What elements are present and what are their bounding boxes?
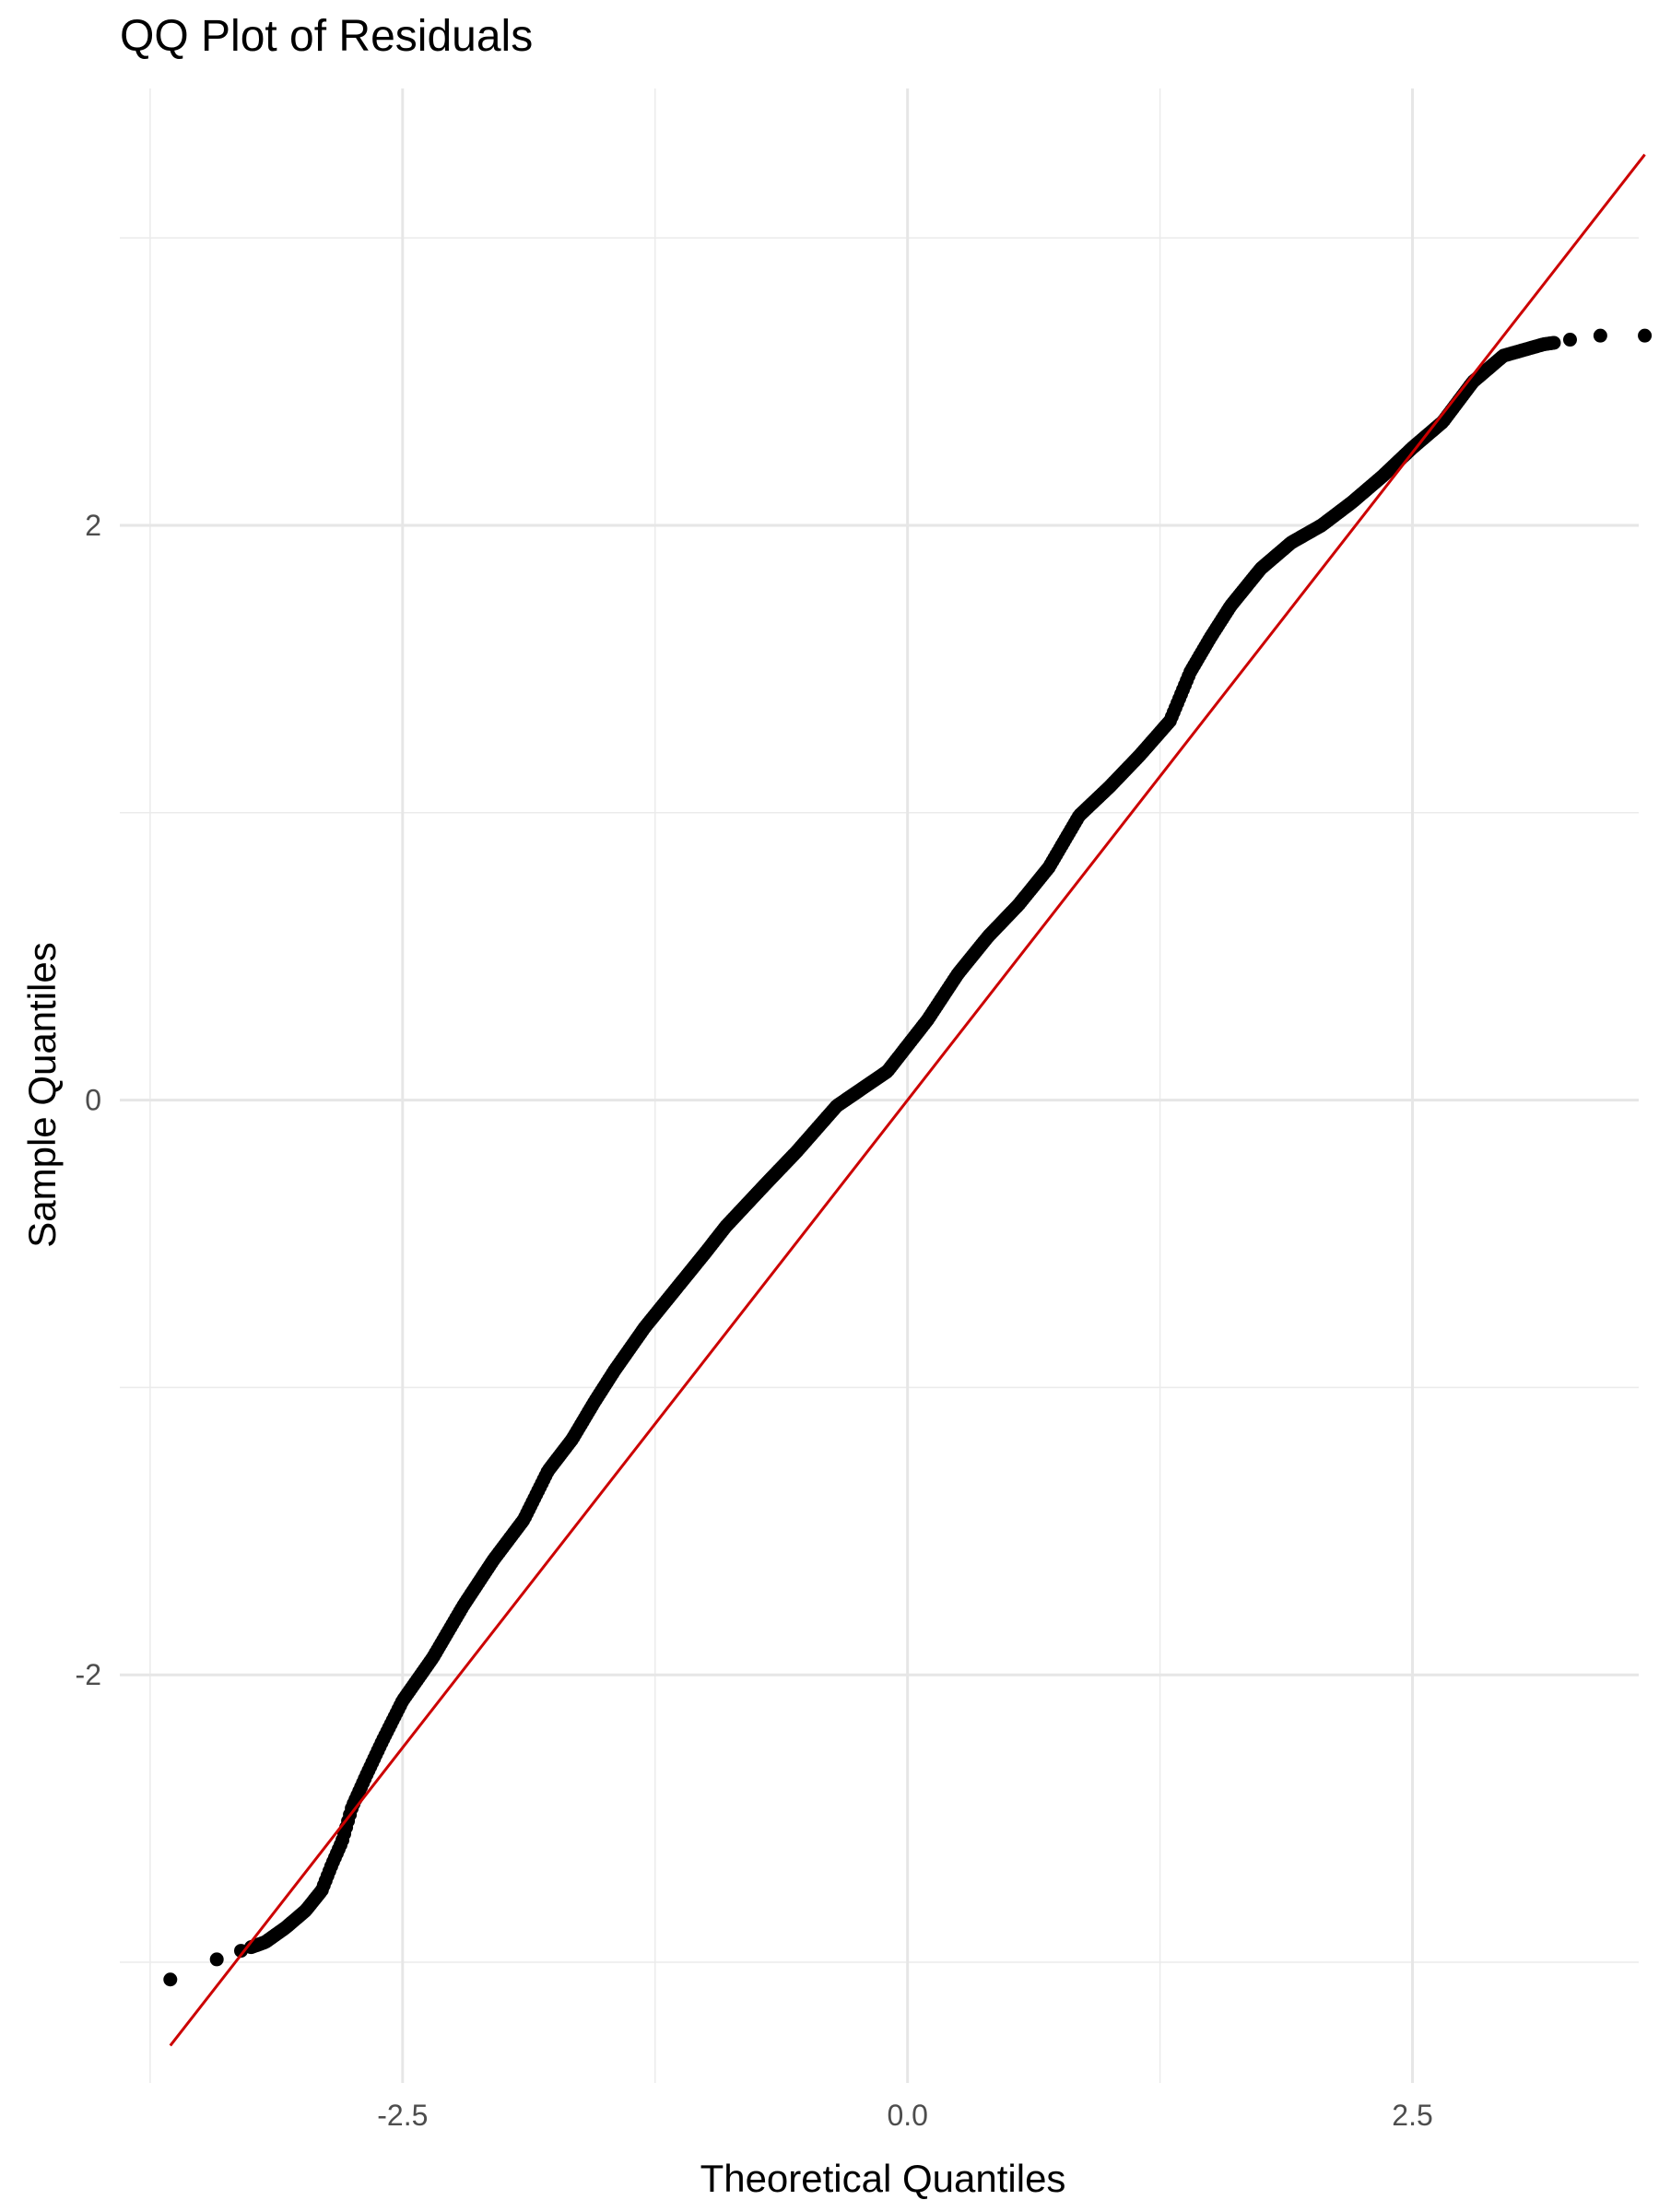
sample-point	[163, 1972, 178, 1987]
y-axis-label: Sample Quantiles	[20, 942, 64, 1248]
sample-point	[209, 1952, 224, 1967]
minor-gridlines	[120, 88, 1639, 2083]
x-tick-label: -2.5	[377, 2099, 428, 2132]
major-gridlines	[120, 88, 1639, 2083]
sample-point	[1638, 328, 1653, 343]
x-tick-label: 2.5	[1392, 2099, 1432, 2132]
y-tick-label: 0	[85, 1084, 101, 1117]
x-axis-label: Theoretical Quantiles	[700, 2157, 1066, 2200]
sample-point	[1547, 335, 1561, 350]
x-tick-label: 0.0	[887, 2099, 927, 2132]
sample-point	[1593, 328, 1607, 343]
tick-labels: -2.5 0.0 2.5 -2 0 2	[76, 509, 1433, 2132]
y-tick-label: -2	[76, 1658, 101, 1691]
sample-point	[1562, 333, 1577, 347]
reference-line	[169, 153, 1646, 2047]
y-tick-label: 2	[85, 509, 101, 542]
reference-line-group	[169, 153, 1646, 2047]
chart-title: QQ Plot of Residuals	[120, 12, 534, 61]
